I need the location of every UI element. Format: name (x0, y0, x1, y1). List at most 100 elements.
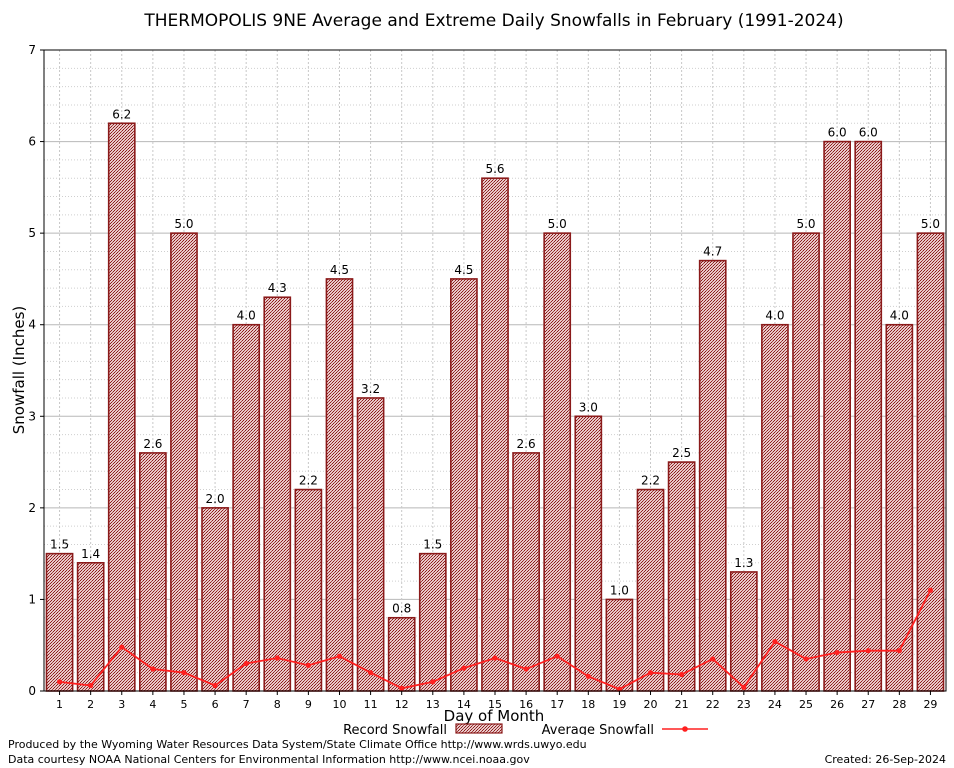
record-bar (138, 452, 167, 692)
average-point (927, 587, 934, 593)
chart-title: THERMOPOLIS 9NE Average and Extreme Dail… (143, 11, 843, 31)
average-snowfall-line (56, 587, 934, 692)
x-tick-label: 2 (87, 698, 94, 711)
average-point (865, 648, 871, 654)
bar-value-label: 6.2 (112, 107, 131, 121)
x-tick-label: 26 (830, 698, 844, 711)
average-point (772, 638, 778, 645)
legend: Record Snowfall Average Snowfall (343, 723, 708, 735)
record-bar (76, 561, 105, 692)
average-point (803, 656, 809, 662)
bar-value-label: 5.0 (174, 217, 193, 231)
bar-value-label: 2.2 (299, 474, 318, 488)
x-tick-label: 14 (457, 698, 471, 711)
x-tick-label: 10 (332, 698, 346, 711)
average-point (150, 666, 156, 672)
record-bar (45, 552, 74, 692)
average-point (896, 648, 902, 654)
average-point (119, 644, 125, 650)
x-tick-label: 27 (861, 698, 875, 711)
x-tick-label: 8 (274, 698, 281, 711)
average-point (554, 653, 560, 659)
record-bar (885, 323, 914, 692)
bar-value-label: 6.0 (828, 126, 847, 140)
y-tick-label: 1 (28, 592, 36, 606)
record-bar (823, 140, 852, 692)
bar-value-label: 5.6 (485, 162, 504, 176)
bar-value-label: 4.0 (765, 309, 784, 323)
y-tick-label: 2 (28, 501, 36, 515)
record-bar (263, 296, 292, 692)
x-tick-label: 29 (923, 698, 937, 711)
y-tick-label: 0 (28, 684, 36, 698)
bar-value-label: 0.8 (392, 602, 411, 616)
record-bar (792, 232, 820, 692)
bar-value-label: 1.5 (423, 538, 442, 552)
average-point (243, 660, 249, 667)
y-tick-label: 3 (28, 409, 36, 423)
bar-value-label: 2.5 (672, 446, 691, 460)
x-tick-label: 18 (581, 698, 595, 711)
average-point (523, 666, 529, 672)
record-bar (450, 278, 478, 692)
bar-value-label: 5.0 (796, 217, 815, 231)
x-tick-label: 3 (118, 698, 125, 711)
x-tick-label: 25 (799, 698, 813, 711)
record-bar (761, 323, 789, 692)
x-tick-label: 20 (644, 698, 658, 711)
record-bar (916, 232, 945, 692)
average-point (399, 685, 405, 691)
average-point (834, 649, 840, 656)
record-bar (294, 488, 323, 692)
bar-value-label: 4.0 (237, 309, 256, 323)
average-point (367, 670, 374, 676)
bar-value-label: 3.2 (361, 382, 380, 396)
bar-value-label: 1.3 (734, 556, 753, 570)
record-bar (481, 177, 509, 692)
x-tick-label: 17 (550, 698, 564, 711)
average-point (492, 655, 498, 661)
record-bar (574, 415, 603, 692)
average-point (616, 686, 623, 692)
average-point (274, 655, 280, 661)
average-point (181, 670, 187, 676)
record-bar (698, 259, 727, 692)
x-tick-label: 9 (305, 698, 312, 711)
y-tick-label: 6 (28, 135, 36, 149)
bar-value-label: 1.0 (610, 583, 629, 597)
x-tick-label: 19 (612, 698, 626, 711)
record-bar (512, 452, 540, 692)
record-snowfall-bars: 1.5 1.4 6.2 2.6 5.0 2.0 4.0 4.3 2.2 4.5 3.2 0.8 1.5 4… (45, 107, 945, 692)
x-tick-label: 4 (149, 698, 156, 711)
bar-value-label: 4.0 (890, 309, 909, 323)
snowfall-chart: THERMOPOLIS 9NE Average and Extreme Dail… (10, 11, 947, 735)
x-tick-label: 22 (706, 698, 720, 711)
average-point (679, 671, 685, 678)
x-tick-label: 11 (364, 698, 378, 711)
average-point (741, 684, 747, 690)
bar-value-label: 4.5 (454, 263, 473, 277)
record-bar (605, 598, 634, 692)
footer-data-source: Data courtesy NOAA National Centers for … (8, 753, 530, 766)
record-bar (170, 232, 198, 692)
record-bar (356, 397, 385, 692)
bar-value-label: 3.0 (579, 400, 598, 414)
record-bar (201, 507, 229, 692)
x-tick-label: 6 (212, 698, 219, 711)
record-bar (387, 616, 416, 692)
x-tick-label: 24 (768, 698, 782, 711)
legend-record-label: Record Snowfall (343, 723, 447, 735)
x-tick-label: 1 (56, 698, 63, 711)
bar-value-label: 1.4 (81, 547, 100, 561)
bar-value-label: 5.0 (921, 217, 940, 231)
bar-value-label: 2.2 (641, 474, 660, 488)
average-point (212, 682, 218, 689)
average-point (336, 653, 343, 659)
record-bar (543, 232, 572, 692)
x-tick-label: 5 (180, 698, 187, 711)
x-tick-label: 23 (737, 698, 751, 711)
legend-average-marker (682, 726, 688, 732)
record-bar (418, 552, 447, 692)
average-point (430, 679, 436, 685)
